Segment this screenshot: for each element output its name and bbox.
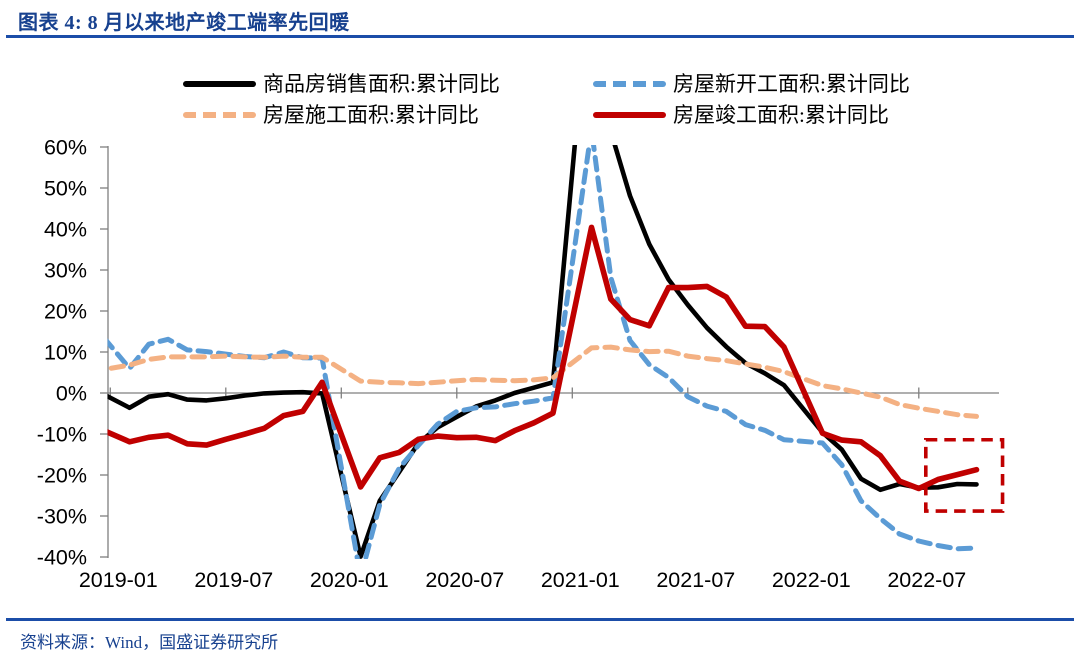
legend-label-completion: 房屋竣工面积:累计同比 — [673, 103, 889, 127]
x-tick-label: 2021-07 — [656, 568, 735, 592]
legend-item-new-starts: 房屋新开工面积:累计同比 — [593, 71, 910, 97]
x-tick-label: 2021-01 — [541, 568, 620, 592]
legend-item-completion: 房屋竣工面积:累计同比 — [593, 102, 889, 128]
series-line-2 — [107, 344, 979, 419]
chart-legend: 商品房销售面积:累计同比 房屋新开工面积:累计同比 房屋施工面积:累计同比 房屋… — [0, 0, 1080, 135]
figure-title: 图表 4: 8 月以来地产竣工端率先回暖 — [18, 12, 350, 34]
series-line-1 — [107, 145, 979, 559]
x-tick-label: 2020-07 — [425, 568, 504, 592]
y-tick-label: 40% — [44, 218, 87, 242]
x-tick-label: 2019-07 — [194, 568, 273, 592]
y-tick-label: -10% — [37, 423, 87, 447]
series-line-0 — [107, 145, 979, 559]
y-tick-label: -40% — [37, 546, 87, 570]
series-line-3 — [107, 224, 980, 492]
x-tick-label: 2019-01 — [79, 568, 158, 592]
x-tick-label: 2022-01 — [772, 568, 851, 592]
y-tick-label: 20% — [44, 300, 87, 324]
y-tick-label: -20% — [37, 464, 87, 488]
y-tick-label: 50% — [44, 177, 87, 201]
legend-label-construction: 房屋施工面积:累计同比 — [263, 103, 479, 127]
x-tick-label: 2022-07 — [887, 568, 966, 592]
highlight-box — [923, 437, 1005, 513]
y-tick-label: 0% — [56, 382, 87, 406]
completion-line-marker — [593, 112, 666, 118]
footer-divider — [6, 618, 1074, 621]
y-tick-label: 30% — [44, 259, 87, 283]
y-tick-label: -30% — [37, 505, 87, 529]
legend-item-sales: 商品房销售面积:累计同比 — [183, 71, 500, 97]
y-tick-label: 60% — [44, 136, 87, 160]
sales-line-marker — [183, 81, 256, 87]
legend-label-new-starts: 房屋新开工面积:累计同比 — [673, 72, 910, 96]
new-starts-line-marker — [593, 81, 666, 87]
y-tick-label: 10% — [44, 341, 87, 365]
title-divider — [6, 35, 1074, 38]
construction-line-marker — [183, 112, 256, 118]
legend-item-construction: 房屋施工面积:累计同比 — [183, 102, 479, 128]
x-tick-label: 2020-01 — [310, 568, 389, 592]
source-note: 资料来源：Wind，国盛证券研究所 — [20, 633, 279, 652]
series-group — [107, 145, 980, 559]
legend-label-sales: 商品房销售面积:累计同比 — [263, 72, 500, 96]
